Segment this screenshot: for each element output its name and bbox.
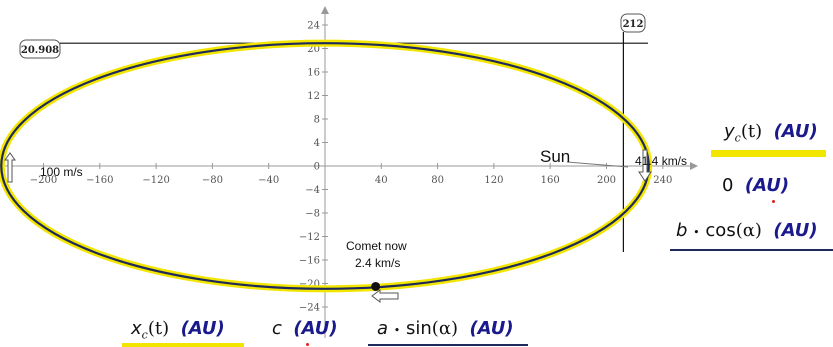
x-tick-label: −80 xyxy=(202,175,223,186)
y-marker-box: 20.908 xyxy=(19,39,61,59)
x-tick-label: −160 xyxy=(86,175,113,186)
legend-navy-swatch-right xyxy=(670,249,833,251)
x-marker-box: 212 xyxy=(620,13,646,33)
legend-red-point-bottom xyxy=(306,343,309,346)
y-tick-label: 20 xyxy=(307,44,320,55)
y-axis-arrow xyxy=(321,6,329,14)
x-tick-label: 120 xyxy=(484,175,503,186)
comet-speed-label: 2.4 km/s xyxy=(355,256,400,270)
perihelion-velocity-arrow xyxy=(638,149,652,182)
y-tick-label: 0 xyxy=(314,162,320,173)
axis-ticks: −200 −160 −120 −80 −40 40 80 120 160 200 240−24−20… xyxy=(30,21,673,314)
comet-velocity-arrow xyxy=(371,289,399,303)
y-tick-label: −4 xyxy=(305,185,320,196)
y-tick-label: 4 xyxy=(314,138,320,149)
legend-x-series: xc(t) (AU) xyxy=(131,318,225,342)
aphelion-speed-label: 100 m/s xyxy=(40,165,83,179)
legend-bcos: b • cos(α) (AU) xyxy=(676,220,818,241)
legend-red-point xyxy=(772,200,775,203)
x-tick-label: −40 xyxy=(258,175,279,186)
y-tick-label: 16 xyxy=(307,68,320,79)
legend-asin: a • sin(α) (AU) xyxy=(377,318,514,339)
y-tick-label: 12 xyxy=(307,91,320,102)
legend-y-series: yc(t) (AU) xyxy=(724,121,818,145)
perihelion-speed-label: 41.4 km/s xyxy=(635,154,687,168)
orbit-series-dark xyxy=(0,42,650,290)
y-tick-label: 8 xyxy=(314,115,320,126)
y-marker-value: 20.908 xyxy=(21,45,59,56)
legend-navy-swatch-bottom xyxy=(368,344,528,346)
sun-pointer-line xyxy=(566,161,629,168)
x-tick-label: 80 xyxy=(431,175,444,186)
y-tick-label: −8 xyxy=(305,209,320,220)
legend-yellow-swatch-bottom xyxy=(122,343,244,347)
sun-label: Sun xyxy=(540,147,570,166)
comet-marker xyxy=(371,281,381,291)
x-tick-label: 40 xyxy=(375,175,388,186)
x-tick-label: −200 xyxy=(30,175,57,186)
y-tick-label: −12 xyxy=(299,232,320,243)
y-tick-label: −16 xyxy=(299,256,320,267)
x-marker-value: 212 xyxy=(623,19,644,30)
legend-c: c (AU) xyxy=(272,318,338,339)
comet-label: Comet now xyxy=(346,239,407,253)
legend-zero: 0 (AU) xyxy=(722,175,790,196)
y-tick-label: −20 xyxy=(299,279,320,290)
x-tick-label: −120 xyxy=(142,175,169,186)
x-tick-label: 240 xyxy=(653,175,672,186)
aphelion-velocity-arrow xyxy=(4,152,16,183)
x-tick-label: 160 xyxy=(541,175,560,186)
y-tick-label: 24 xyxy=(307,21,320,32)
legend-yellow-swatch xyxy=(711,150,826,157)
x-axis-arrow xyxy=(690,162,698,170)
y-tick-label: −24 xyxy=(299,303,320,314)
x-tick-label: 200 xyxy=(597,175,616,186)
